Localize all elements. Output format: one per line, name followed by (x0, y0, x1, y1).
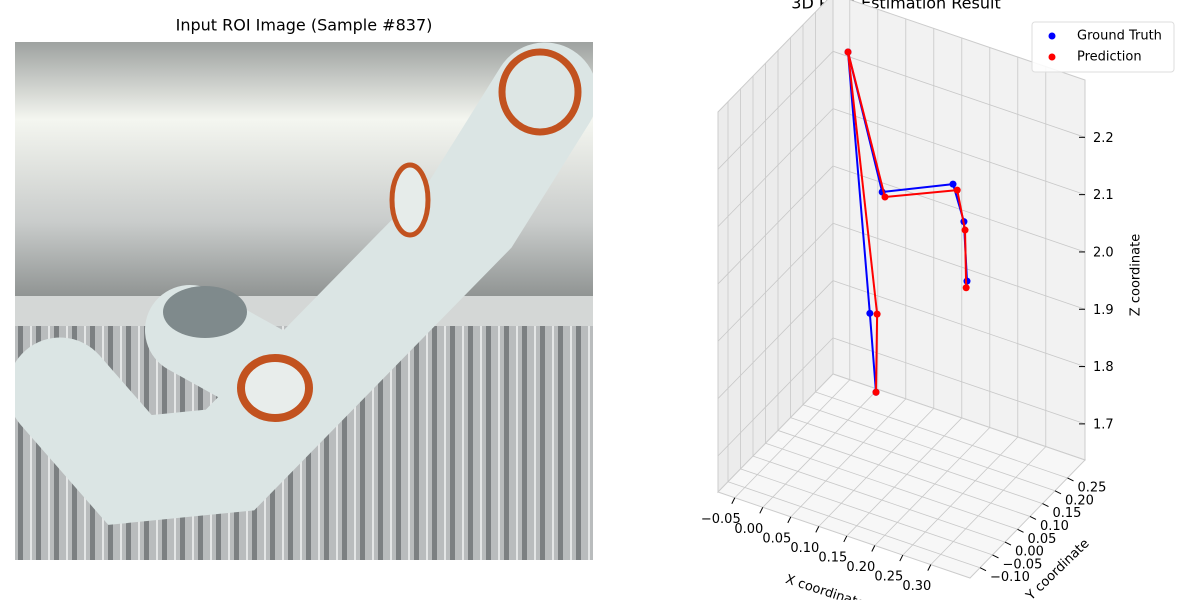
grid-line (874, 427, 991, 546)
x-tick-label: 0.25 (874, 570, 903, 585)
grid-line (752, 455, 1006, 543)
y-tick-label: 0.10 (1040, 519, 1069, 534)
x-tick (843, 535, 848, 543)
grid-line (832, 165, 1086, 253)
x-tick (787, 516, 792, 524)
grid-line (717, 108, 834, 227)
y-tick (1004, 541, 1012, 546)
x-tick-label: 0.05 (762, 531, 791, 546)
z-tick-label: 1.9 (1093, 303, 1114, 318)
grid-line (846, 417, 963, 537)
grid-line (740, 468, 993, 556)
grid-line (832, 222, 1086, 310)
grid-line (762, 389, 879, 508)
image-title: Input ROI Image (Sample #837) (176, 16, 433, 35)
grid-line (717, 222, 834, 342)
grid-line (818, 408, 935, 527)
joint-point (881, 193, 889, 201)
y-tick (1042, 503, 1049, 508)
z-tick-label: 2.2 (1093, 131, 1114, 146)
y-tick (1029, 515, 1037, 520)
x-tick (899, 554, 904, 562)
grid-line (902, 436, 1019, 556)
grid-line (734, 379, 851, 499)
grid-line (717, 51, 834, 170)
y-tick-label: 0.00 (1015, 545, 1044, 560)
y-tick (1054, 490, 1062, 495)
y-tick-label: 0.25 (1078, 480, 1107, 495)
joint-point (844, 48, 852, 56)
legend-marker (1048, 32, 1056, 40)
pane-floor (717, 373, 1086, 579)
grid-line (727, 481, 981, 569)
grid-line (717, 337, 834, 457)
x-tick (871, 545, 876, 552)
skeleton-line (964, 230, 968, 288)
grid-line (815, 391, 1068, 479)
y-tick-label: 0.15 (1053, 506, 1082, 521)
skeleton-line (875, 314, 879, 393)
x-tick (815, 526, 820, 533)
skeleton-line (868, 313, 877, 393)
skeleton-line (847, 51, 886, 198)
x-tick-label: 0.20 (846, 560, 875, 575)
legend-label: Ground Truth (1077, 29, 1162, 44)
grid-line (790, 417, 1043, 504)
x-tick-label: 0.00 (734, 522, 763, 537)
joint-point (962, 284, 970, 292)
x-tick (927, 564, 932, 571)
y-tick (1017, 528, 1024, 533)
y-tick (1067, 477, 1074, 482)
y-tick (979, 567, 987, 572)
grid-line (765, 442, 1018, 530)
joint-point (953, 186, 961, 194)
x-tick (759, 507, 764, 514)
roi-image (15, 42, 593, 560)
grid-line (777, 430, 1031, 517)
x-tick-label: 0.10 (790, 541, 819, 556)
z-tick-label: 1.7 (1093, 417, 1114, 432)
y-tick-label: −0.10 (990, 570, 1030, 585)
grid-line (832, 108, 1086, 196)
legend-marker (1048, 53, 1056, 61)
joint-point (872, 388, 880, 396)
skeleton-line (882, 183, 954, 194)
grid-line (802, 404, 1056, 492)
grid-line (832, 50, 1086, 138)
z-tick-label: 2.0 (1093, 245, 1114, 260)
y-tick (992, 554, 999, 559)
y-tick-label: 0.20 (1065, 493, 1094, 508)
y-tick-label: −0.05 (1003, 557, 1043, 572)
skeleton-line (956, 189, 967, 231)
x-axis-label: X coordinate (784, 572, 867, 600)
skeleton-line (847, 51, 871, 314)
z-tick-label: 1.8 (1093, 360, 1114, 375)
joint-point (961, 226, 969, 234)
x-tick-label: 0.15 (818, 550, 847, 565)
grid-line (717, 280, 834, 399)
x-tick (731, 497, 736, 504)
joint-point (873, 310, 881, 318)
skeleton-line (884, 189, 958, 198)
x-tick-label: 0.30 (902, 579, 931, 594)
grid-line (717, 165, 834, 285)
legend-box (1031, 21, 1175, 73)
skeleton-line (847, 51, 879, 315)
y-tick-label: 0.05 (1028, 532, 1057, 547)
joint-point (949, 180, 957, 188)
joint-point (866, 309, 874, 317)
z-tick-label: 2.1 (1093, 188, 1114, 203)
grid-line (930, 446, 1047, 565)
grid-line (790, 398, 907, 518)
z-axis-label: Z coordinate (1129, 234, 1144, 316)
grid-line (832, 337, 1086, 425)
x-tick-label: −0.05 (701, 512, 741, 527)
legend-label: Prediction (1077, 50, 1142, 65)
